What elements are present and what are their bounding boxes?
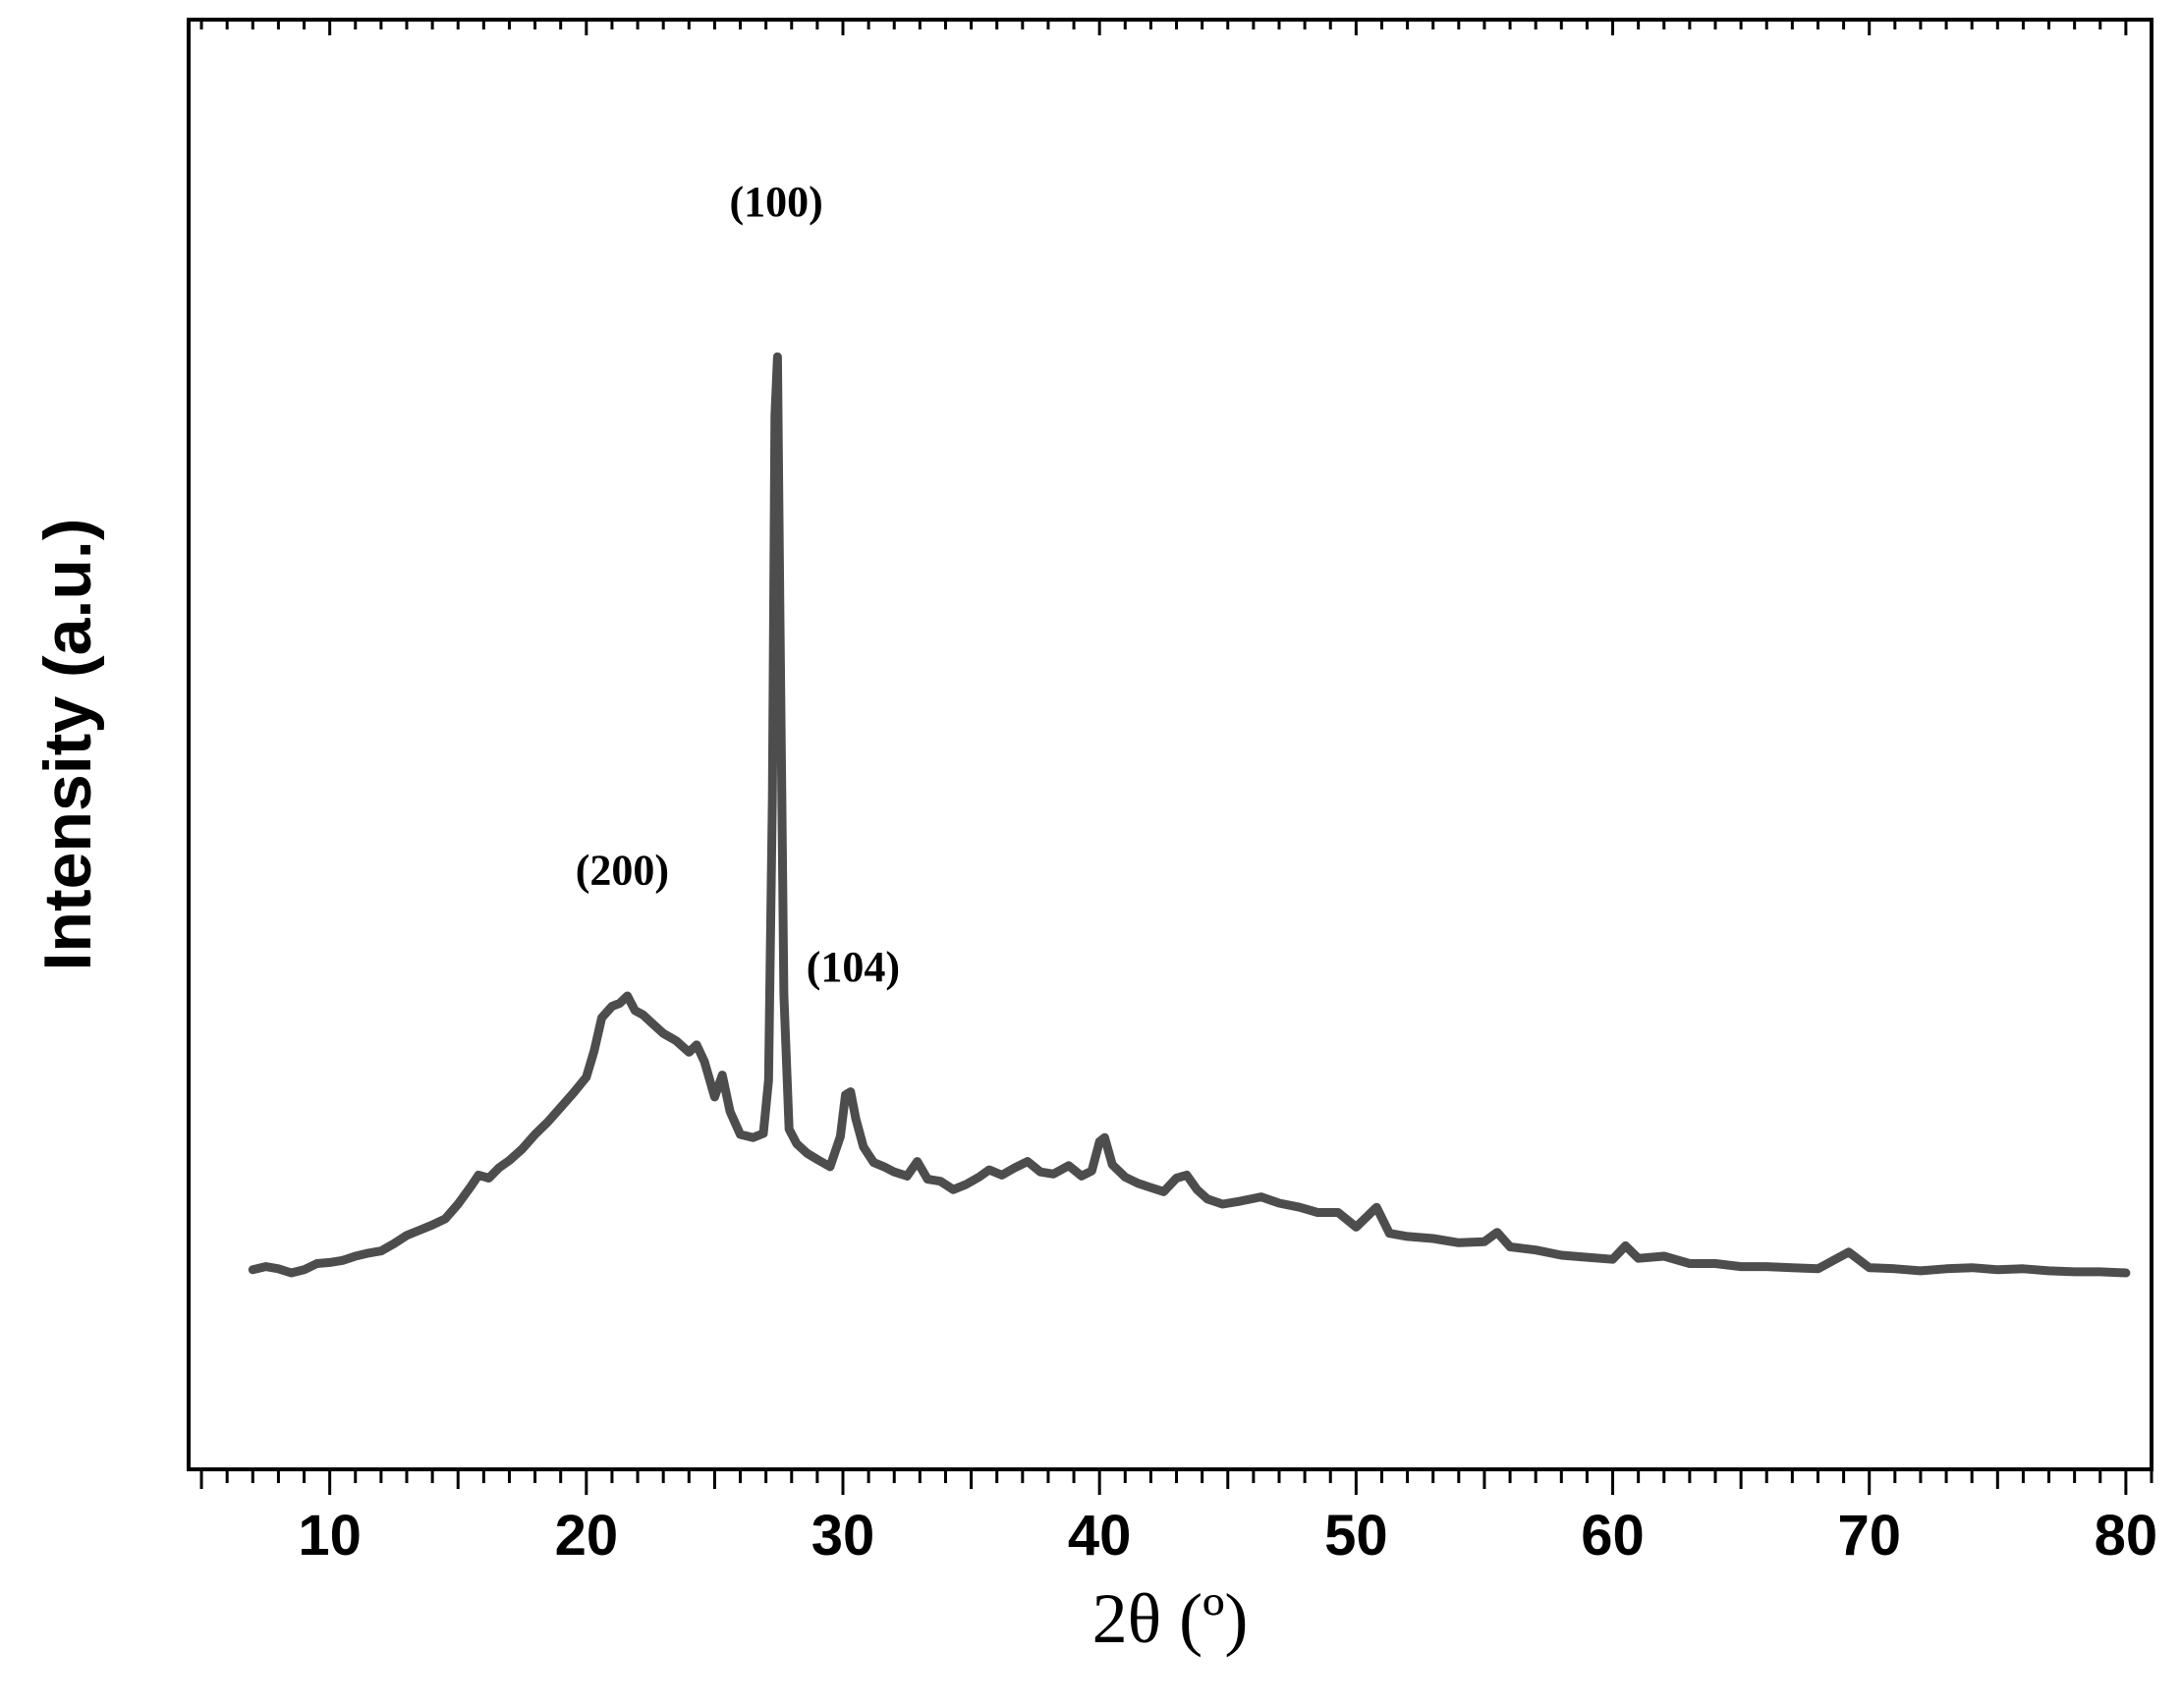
- x-axis-ticks-top: [199, 20, 2153, 35]
- x-axis-title: 2θ (º): [1092, 1579, 1249, 1658]
- x-tick-label: 20: [555, 1504, 619, 1568]
- x-tick-label: 80: [2095, 1504, 2158, 1568]
- peak-label: (100): [729, 178, 822, 226]
- y-axis-title: Intensity (a.u.): [30, 519, 105, 971]
- peak-annotations: (100) (200) (104): [576, 178, 900, 991]
- plot-frame: [187, 18, 2153, 1471]
- x-axis-ticks-bottom: [199, 1469, 2153, 1495]
- x-tick-label: 70: [1837, 1504, 1901, 1568]
- x-tick-label: 60: [1581, 1504, 1645, 1568]
- x-axis-tick-labels: 10 20 30 40 50 60 70 80: [298, 1504, 2157, 1568]
- x-tick-label: 50: [1324, 1504, 1388, 1568]
- x-tick-label: 30: [811, 1504, 875, 1568]
- peak-label: (104): [807, 943, 900, 991]
- x-tick-label: 40: [1068, 1504, 1132, 1568]
- x-tick-label: 10: [298, 1504, 362, 1568]
- peak-label: (200): [576, 847, 669, 895]
- xrd-pattern-line: [248, 352, 2131, 1278]
